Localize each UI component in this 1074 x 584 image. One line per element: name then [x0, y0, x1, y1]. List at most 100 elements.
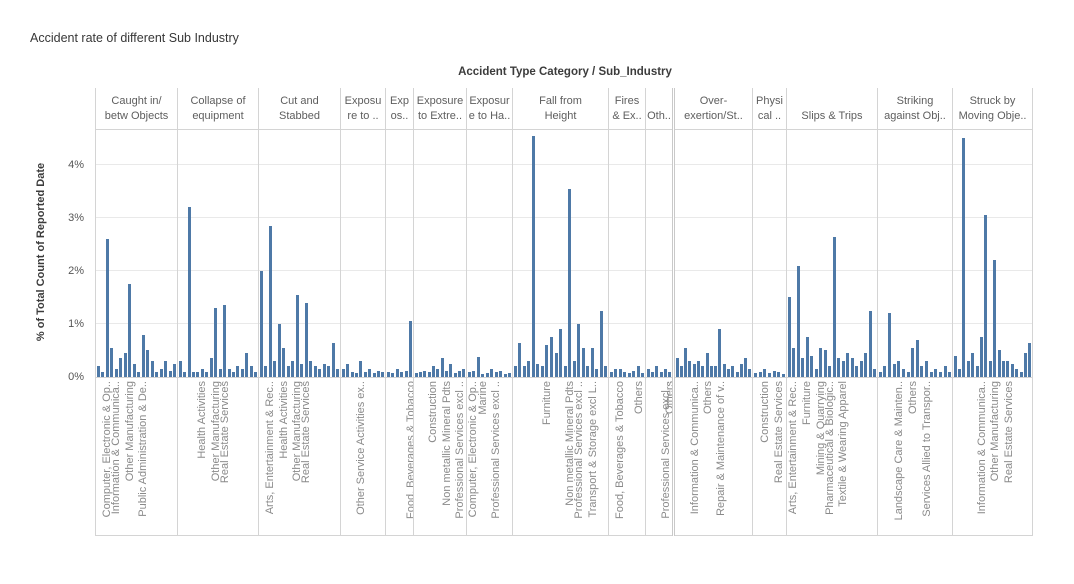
bar[interactable] — [659, 372, 663, 377]
sub-industry-label[interactable]: Others — [701, 381, 714, 415]
bar[interactable] — [920, 366, 924, 377]
bar[interactable] — [868, 311, 872, 377]
category-header[interactable]: Striking against Obj.. — [878, 88, 952, 130]
bar[interactable] — [291, 361, 295, 377]
bar[interactable] — [810, 356, 814, 377]
bar[interactable] — [758, 372, 762, 377]
bar[interactable] — [457, 371, 461, 377]
bar[interactable] — [178, 361, 182, 377]
bar[interactable] — [105, 239, 109, 377]
bar[interactable] — [231, 372, 235, 377]
bar[interactable] — [119, 358, 123, 377]
category-header[interactable]: Exp os.. — [386, 88, 413, 130]
category-header[interactable]: Struck by Moving Obje.. — [953, 88, 1032, 130]
bar[interactable] — [168, 371, 172, 377]
bar[interactable] — [572, 361, 576, 377]
bar[interactable] — [748, 369, 752, 377]
bar[interactable] — [850, 358, 854, 377]
category-header[interactable]: Oth.. — [646, 88, 672, 130]
sub-industry-label[interactable]: Furniture — [540, 381, 553, 426]
sub-industry-label[interactable]: Real Estate Services — [300, 381, 313, 484]
bar[interactable] — [273, 361, 277, 377]
bar[interactable] — [948, 372, 952, 377]
bar[interactable] — [449, 364, 453, 377]
bar[interactable] — [101, 372, 105, 377]
bar[interactable] — [444, 371, 448, 377]
bar[interactable] — [722, 364, 726, 377]
bar[interactable] — [709, 366, 713, 377]
bar[interactable] — [223, 305, 227, 377]
sub-industry-label[interactable]: Other Service Activities ex.. — [354, 381, 367, 515]
bar[interactable] — [331, 343, 335, 377]
bar[interactable] — [227, 369, 231, 377]
bar[interactable] — [915, 340, 919, 377]
bar[interactable] — [892, 364, 896, 377]
bar[interactable] — [563, 366, 567, 377]
bar[interactable] — [467, 372, 471, 377]
bar[interactable] — [368, 369, 372, 377]
category-header[interactable]: Exposu re to .. — [341, 88, 385, 130]
bar[interactable] — [1019, 372, 1023, 377]
bar[interactable] — [837, 358, 841, 377]
bar[interactable] — [114, 369, 118, 377]
bar[interactable] — [679, 366, 683, 377]
bar[interactable] — [897, 361, 901, 377]
bar[interactable] — [350, 372, 354, 377]
category-header[interactable]: Exposur e to Ha.. — [467, 88, 512, 130]
bar[interactable] — [264, 366, 268, 377]
bar[interactable] — [196, 372, 200, 377]
sub-industry-label[interactable]: Food, Beverages & Tobacco — [405, 381, 413, 519]
bar[interactable] — [209, 358, 213, 377]
bar[interactable] — [577, 324, 581, 377]
bar[interactable] — [254, 372, 258, 377]
bar[interactable] — [763, 369, 767, 377]
bar[interactable] — [418, 372, 422, 377]
bar[interactable] — [787, 297, 791, 377]
bar[interactable] — [595, 369, 599, 377]
bar[interactable] — [300, 364, 304, 377]
bar[interactable] — [568, 189, 572, 377]
bar[interactable] — [554, 353, 558, 377]
bar[interactable] — [540, 366, 544, 377]
bar[interactable] — [472, 371, 476, 377]
bar[interactable] — [675, 358, 679, 377]
bar[interactable] — [705, 353, 709, 377]
sub-industry-label[interactable]: Transport & Storage excl L.. — [586, 381, 599, 518]
bar[interactable] — [655, 366, 659, 377]
bar[interactable] — [599, 311, 603, 377]
bar[interactable] — [878, 372, 882, 377]
bar[interactable] — [128, 284, 132, 377]
category-header[interactable]: Over-exertion/St.. — [675, 88, 752, 130]
sub-industry-label[interactable]: Health Activities — [277, 381, 290, 459]
bar[interactable] — [641, 373, 645, 377]
sub-industry-label[interactable]: Others — [632, 381, 645, 415]
bar[interactable] — [953, 356, 957, 377]
bar[interactable] — [782, 374, 786, 377]
bar[interactable] — [155, 372, 159, 377]
bar[interactable] — [508, 373, 512, 377]
bar[interactable] — [697, 361, 701, 377]
bar[interactable] — [146, 350, 150, 377]
bar[interactable] — [173, 364, 177, 377]
bar[interactable] — [962, 138, 966, 377]
bar[interactable] — [187, 207, 191, 377]
bar[interactable] — [218, 369, 222, 377]
sub-industry-label[interactable]: Construction — [758, 381, 771, 443]
bar[interactable] — [164, 361, 168, 377]
bar[interactable] — [522, 366, 526, 377]
bar[interactable] — [214, 308, 218, 377]
bar[interactable] — [906, 372, 910, 377]
bar[interactable] — [590, 348, 594, 377]
sub-industry-label[interactable]: Services Allied to Transpor.. — [920, 381, 933, 517]
bar[interactable] — [604, 366, 608, 377]
bar[interactable] — [984, 215, 988, 377]
bar[interactable] — [427, 372, 431, 377]
bar[interactable] — [828, 366, 832, 377]
bar[interactable] — [832, 237, 836, 377]
bar[interactable] — [805, 337, 809, 377]
bar[interactable] — [453, 373, 457, 377]
bar[interactable] — [322, 364, 326, 377]
sub-industry-label[interactable]: Furniture — [800, 381, 813, 426]
bar[interactable] — [346, 364, 350, 377]
bar[interactable] — [395, 369, 399, 377]
